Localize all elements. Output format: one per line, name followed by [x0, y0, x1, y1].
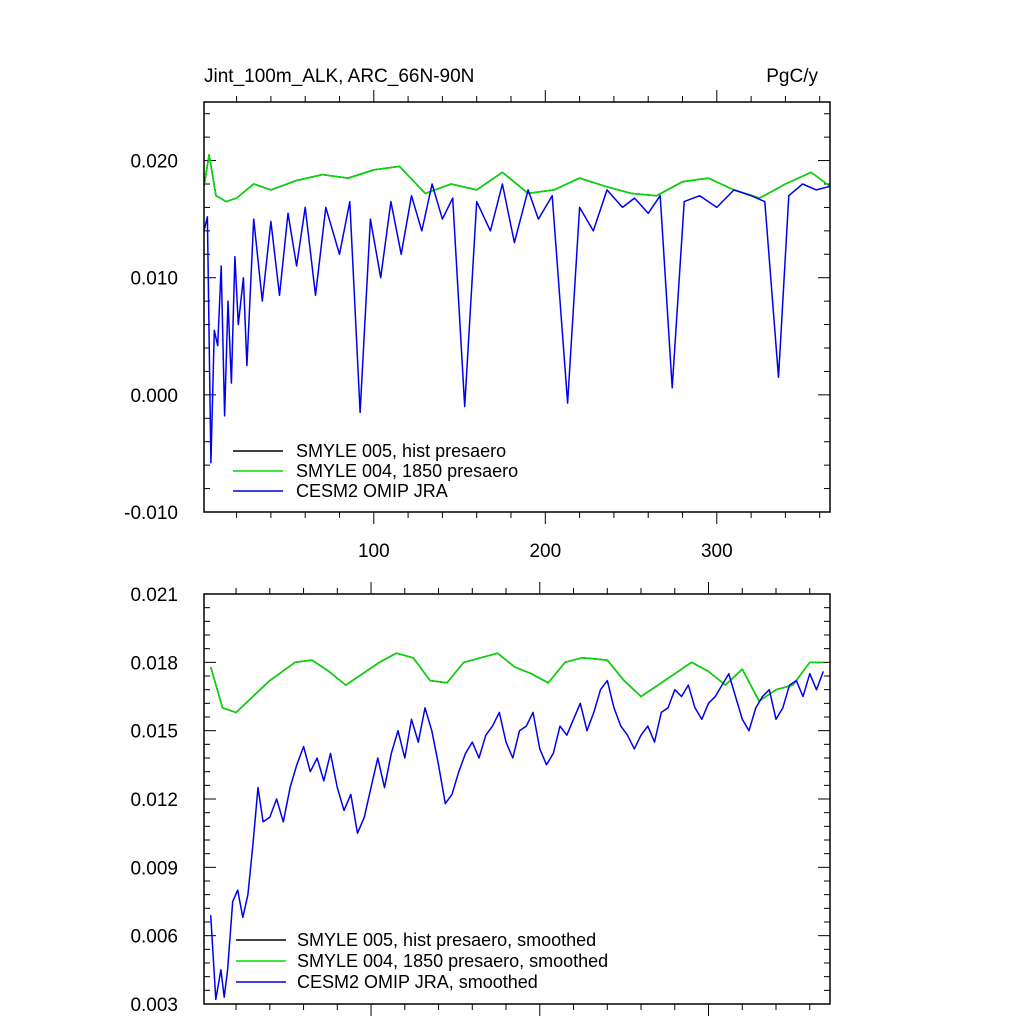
y-tick-label: 0.000: [130, 386, 178, 407]
legend-label-smyle-005-smoothed: SMYLE 005, hist presaero, smoothed: [297, 930, 596, 950]
y-tick-label: 0.020: [130, 152, 178, 173]
y-tick-label: 0.003: [130, 995, 178, 1016]
legend-label-cesm2-smoothed: CESM2 OMIP JRA, smoothed: [297, 972, 538, 992]
legend: SMYLE 005, hist presaero SMYLE 004, 1850…: [233, 441, 518, 501]
y-tick-label: 0.010: [130, 269, 178, 290]
series-line: [209, 652, 824, 714]
y-tick-label: 0.021: [130, 585, 178, 606]
axis-ticks: -0.010 0.000 0.010 0.020 100 200 300: [124, 90, 830, 562]
series-line: [203, 183, 831, 464]
series-lines: [209, 652, 825, 1001]
x-tick-label: 200: [529, 541, 561, 562]
legend-label-smyle-004: SMYLE 004, 1850 presaero: [296, 461, 518, 481]
series-line: [209, 671, 825, 1001]
bottom-panel: 0.003 0.006 0.009 0.012 0.015 0.018 0.021 SMYL…: [130, 582, 831, 1016]
y-tick-label: -0.010: [124, 503, 178, 524]
series-line: [203, 153, 831, 203]
legend-label-smyle-005: SMYLE 005, hist presaero: [296, 441, 506, 461]
legend-label-smyle-004-smoothed: SMYLE 004, 1850 presaero, smoothed: [297, 951, 608, 971]
panel-units: PgC/y: [766, 66, 818, 87]
y-tick-label: 0.018: [130, 653, 178, 674]
legend-label-cesm2: CESM2 OMIP JRA: [296, 481, 448, 501]
plot-frame: [203, 593, 831, 1005]
legend: SMYLE 005, hist presaero, smoothed SMYLE…: [236, 930, 608, 992]
y-tick-label: 0.006: [130, 927, 178, 948]
panel-title: Jint_100m_ALK, ARC_66N-90N: [204, 66, 474, 87]
y-tick-label: 0.015: [130, 722, 178, 743]
series-line: [203, 153, 831, 203]
top-panel: Jint_100m_ALK, ARC_66N-90N PgC/y -0.010 0…: [124, 66, 831, 562]
x-tick-label: 300: [701, 541, 733, 562]
y-tick-label: 0.012: [130, 790, 178, 811]
x-tick-label: 100: [358, 541, 390, 562]
plot-frame: [203, 101, 831, 513]
y-tick-label: 0.009: [130, 858, 178, 879]
series-lines: [203, 153, 831, 464]
